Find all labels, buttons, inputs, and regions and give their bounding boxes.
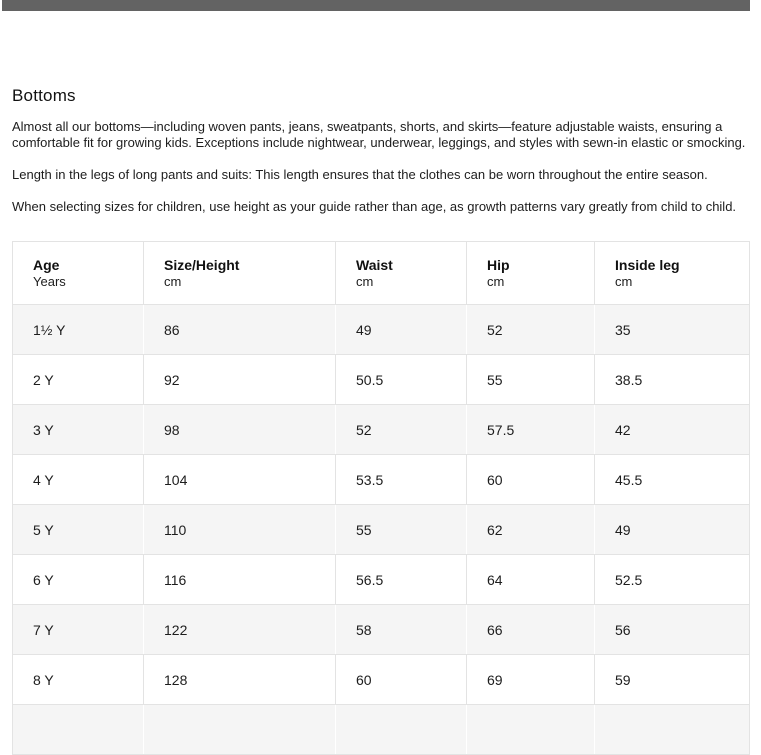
table-cell: 5 Y [12,504,144,555]
table-cell: 57.5 [466,404,595,455]
table-cell: 56 [594,604,750,655]
table-row: 4 Y 104 53.5 60 45.5 [12,454,750,505]
table-cell: 7 Y [12,604,144,655]
table-cell: 66 [466,604,595,655]
table-cell: 92 [143,354,336,405]
table-cell: 69 [466,654,595,705]
table-cell: 86 [143,304,336,355]
table-cell: 35 [594,304,750,355]
table-cell: 49 [594,504,750,555]
table-cell: 1½ Y [12,304,144,355]
table-cell: 60 [335,654,467,705]
column-unit: cm [615,273,633,289]
table-cell [594,704,750,755]
header-row: Age Years Size/Height cm Waist cm Hip cm Inside … [12,241,750,305]
column-header-waist: Waist cm [335,241,467,305]
table-cell [12,704,144,755]
table-cell: 116 [143,554,336,605]
table-row: 7 Y 122 58 66 56 [12,604,750,655]
table-cell [335,704,467,755]
column-header-size-height: Size/Height cm [143,241,336,305]
table-row: 3 Y 98 52 57.5 42 [12,404,750,455]
table-row: 8 Y 128 60 69 59 [12,654,750,705]
table-cell: 55 [335,504,467,555]
table-cell: 122 [143,604,336,655]
table-cell: 38.5 [594,354,750,405]
size-table-container: Age Years Size/Height cm Waist cm Hip cm Inside … [12,241,750,755]
column-unit: cm [164,273,182,289]
table-row: 5 Y 110 55 62 49 [12,504,750,555]
table-cell: 128 [143,654,336,705]
table-cell: 8 Y [12,654,144,705]
table-cell: 104 [143,454,336,505]
table-cell: 52.5 [594,554,750,605]
column-label: Size/Height [164,256,240,273]
table-row: 2 Y 92 50.5 55 38.5 [12,354,750,405]
table-cell: 58 [335,604,467,655]
table-cell: 50.5 [335,354,467,405]
table-cell: 4 Y [12,454,144,505]
table-cell: 45.5 [594,454,750,505]
column-unit: cm [356,273,374,289]
size-table-body: 1½ Y 86 49 52 35 2 Y 92 50.5 55 38.5 3 Y 98 52 57.5 42… [12,304,750,755]
table-cell [143,704,336,755]
table-cell: 59 [594,654,750,705]
size-table-header: Age Years Size/Height cm Waist cm Hip cm Inside … [12,241,750,305]
size-table: Age Years Size/Height cm Waist cm Hip cm Inside … [12,241,750,755]
table-cell: 52 [466,304,595,355]
column-header-hip: Hip cm [466,241,595,305]
column-label: Hip [487,256,510,273]
table-cell: 53.5 [335,454,467,505]
table-cell: 60 [466,454,595,505]
table-cell: 52 [335,404,467,455]
section-title: Bottoms [12,86,76,105]
table-cell: 56.5 [335,554,467,605]
top-dark-bar [2,0,750,11]
sizing-advice-paragraph: When selecting sizes for children, use h… [12,199,737,214]
column-header-inside-leg: Inside leg cm [594,241,750,305]
column-unit: Years [33,273,66,289]
column-unit: cm [487,273,505,289]
table-cell: 64 [466,554,595,605]
table-cell: 98 [143,404,336,455]
column-label: Waist [356,256,393,273]
column-label: Age [33,256,60,273]
table-cell: 49 [335,304,467,355]
table-cell: 62 [466,504,595,555]
table-cell: 55 [466,354,595,405]
leg-length-paragraph: Length in the legs of long pants and sui… [12,167,708,182]
table-cell: 3 Y [12,404,144,455]
table-cell: 6 Y [12,554,144,605]
table-cell [466,704,595,755]
table-row: 6 Y 116 56.5 64 52.5 [12,554,750,605]
table-cell: 2 Y [12,354,144,405]
table-row: 1½ Y 86 49 52 35 [12,304,750,355]
table-cell: 42 [594,404,750,455]
table-cell: 110 [143,504,336,555]
column-header-age: Age Years [12,241,144,305]
intro-paragraph: Almost all our bottoms—including woven p… [12,119,746,150]
table-row-partial [12,704,750,755]
column-label: Inside leg [615,256,680,273]
